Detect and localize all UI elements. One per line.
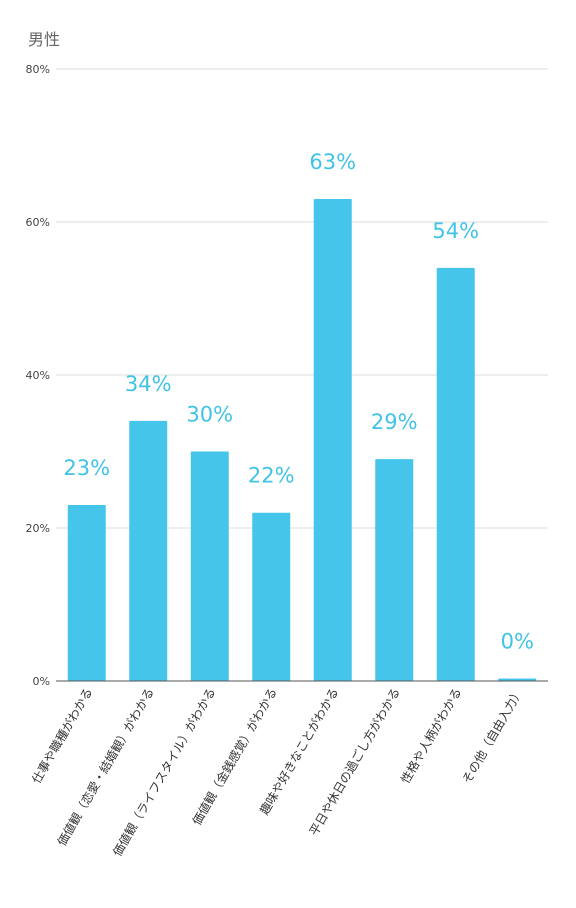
category-label: 性格や人柄がわかる xyxy=(397,685,464,786)
data-label: 34% xyxy=(125,372,172,396)
y-tick-label: 60% xyxy=(26,216,50,229)
y-tick-label: 40% xyxy=(26,369,50,382)
data-label: 23% xyxy=(63,456,110,480)
bar xyxy=(313,199,352,682)
bar xyxy=(67,505,106,681)
category-label: 仕事や職種がわかる xyxy=(28,685,95,786)
data-labels: 23% 34% 30% 22% 63% 29% 54% 0% xyxy=(63,150,534,653)
y-tick-label: 0% xyxy=(33,675,50,688)
category-label: その他（自由入力） xyxy=(460,686,526,787)
data-label: 22% xyxy=(248,464,295,488)
bars xyxy=(67,199,537,682)
chart-title: 男性 xyxy=(28,30,61,49)
bar xyxy=(190,451,229,681)
bar xyxy=(252,512,291,681)
category-labels: 仕事や職種がわかる価値観（恋愛・結婚観）がわかる価値観（ライフスタイル）がわかる… xyxy=(28,685,525,859)
data-label: 30% xyxy=(186,403,233,427)
category-label: 価値観（ライフスタイル）がわかる xyxy=(109,685,218,859)
y-tick-label: 80% xyxy=(26,63,50,76)
data-label: 54% xyxy=(432,219,479,243)
y-tick-label: 20% xyxy=(26,522,50,535)
bar xyxy=(498,678,537,681)
data-label: 0% xyxy=(501,630,534,654)
data-label: 63% xyxy=(309,150,356,174)
bar xyxy=(436,267,475,681)
y-axis-ticks: 0% 20% 40% 60% 80% xyxy=(26,63,50,688)
bar xyxy=(375,459,414,681)
data-label: 29% xyxy=(371,410,418,434)
bar xyxy=(129,420,168,681)
